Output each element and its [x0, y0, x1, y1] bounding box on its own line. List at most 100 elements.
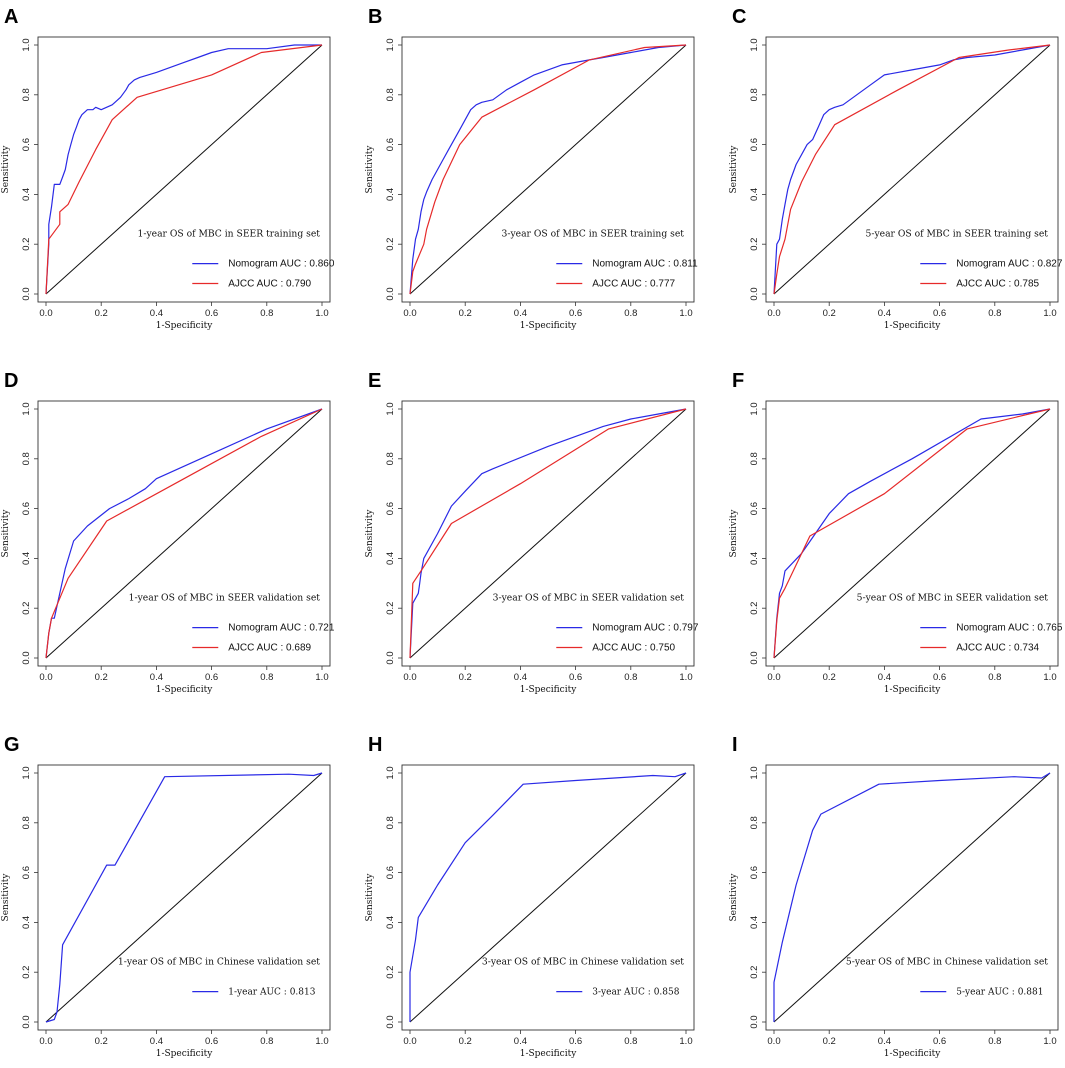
panel-d-series-line-0 [45, 408, 323, 659]
panel-a-xtick-label-0: 0.0 [39, 308, 52, 319]
panel-a-x-axis-title: 1-Specificity [156, 321, 213, 331]
panel-d-reference-diagonal [45, 408, 323, 659]
panel-a-reference-diagonal [45, 44, 323, 295]
panel-a: A 0.0 0.2 0.4 0.6 0.8 1.0 0.0 0.2 0.4 0.6 0.8 1.0 1-S… [1, 6, 335, 331]
panel-h-xtick-label-0: 0.0 [403, 1036, 416, 1047]
panel-c-plot-frame [765, 36, 1059, 303]
panel-d: D 0.0 0.2 0.4 0.6 0.8 1.0 0.0 0.2 0.4 0.6 0.8 1.0 1-S… [1, 370, 335, 695]
panel-e-xtick-label-2: 0.4 [514, 672, 527, 683]
panel-c-y-axis-title: Sensitivity [729, 145, 739, 194]
panel-f-y-axis-title: Sensitivity [729, 509, 739, 558]
panel-b: B 0.0 0.2 0.4 0.6 0.8 1.0 0.0 0.2 0.4 0.6 0.8 1.0 1-S… [365, 6, 698, 331]
panel-b-legend-label-0: Nomogram AUC : 0.811 [592, 259, 698, 270]
panel-c-legend-label-1: AJCC AUC : 0.785 [956, 279, 1039, 290]
panel-d-ytick-label-3: 0.6 [21, 502, 32, 515]
panel-g-ytick-label-4: 0.8 [21, 816, 32, 829]
panel-f-xtick-label-4: 0.8 [988, 672, 1001, 683]
panel-f-xtick-label-0: 0.0 [767, 672, 780, 683]
panel-b-ytick-label-1: 0.2 [385, 238, 396, 251]
panel-d-xtick-label-0: 0.0 [39, 672, 52, 683]
panel-e-reference-diagonal [409, 408, 687, 659]
panel-h-y-axis-title: Sensitivity [365, 873, 375, 922]
panel-f-reference-diagonal [773, 408, 1051, 659]
panel-g-y-axis-title: Sensitivity [1, 873, 11, 922]
panel-g-xtick-label-4: 0.8 [260, 1036, 273, 1047]
panel-b-legend-label-1: AJCC AUC : 0.777 [592, 279, 675, 290]
panel-b-xtick-label-1: 0.2 [459, 308, 472, 319]
panel-g-title: 1-year OS of MBC in Chinese validation s… [118, 957, 320, 968]
panel-i-xtick-label-4: 0.8 [988, 1036, 1001, 1047]
panel-i-x-axis-title: 1-Specificity [884, 1049, 941, 1059]
panel-e-plot-frame [401, 400, 695, 667]
panel-h-xtick-label-2: 0.4 [514, 1036, 527, 1047]
panel-i-letter: I [732, 734, 738, 756]
panel-i-plot-frame [765, 764, 1059, 1031]
panel-h-ytick-label-3: 0.6 [385, 866, 396, 879]
panel-f-series-line-0 [773, 408, 1051, 659]
panel-g-xtick-label-5: 1.0 [315, 1036, 328, 1047]
panel-d-xtick-label-2: 0.4 [150, 672, 163, 683]
panel-c-xtick-label-1: 0.2 [823, 308, 836, 319]
panel-g-ytick-label-3: 0.6 [21, 866, 32, 879]
panel-i-ytick-label-1: 0.2 [749, 966, 760, 979]
panel-c-ytick-label-2: 0.4 [749, 188, 760, 201]
panel-d-ytick-label-4: 0.8 [21, 452, 32, 465]
panel-d-xtick-label-4: 0.8 [260, 672, 273, 683]
panel-e-series-line-1 [409, 408, 687, 659]
panel-e-legend-label-0: Nomogram AUC : 0.797 [592, 623, 699, 634]
panel-c-title: 5-year OS of MBC in SEER training set [866, 229, 1049, 240]
panel-c-ytick-label-3: 0.6 [749, 138, 760, 151]
panel-g-xtick-label-0: 0.0 [39, 1036, 52, 1047]
panel-h-x-axis-title: 1-Specificity [520, 1049, 577, 1059]
panel-e-xtick-label-3: 0.6 [569, 672, 582, 683]
panel-a-xtick-label-2: 0.4 [150, 308, 163, 319]
panel-g-x-axis-title: 1-Specificity [156, 1049, 213, 1059]
panel-d-ytick-label-0: 0.0 [21, 651, 32, 664]
panel-b-ytick-label-2: 0.4 [385, 188, 396, 201]
panel-g-xtick-label-1: 0.2 [95, 1036, 108, 1047]
panel-c-ytick-label-1: 0.2 [749, 238, 760, 251]
panel-i: I 0.0 0.2 0.4 0.6 0.8 1.0 0.0 0.2 0.4 0.6 0.8 1.0 1-S… [729, 734, 1059, 1059]
panel-b-x-axis-title: 1-Specificity [520, 321, 577, 331]
panel-c-ytick-label-4: 0.8 [749, 88, 760, 101]
panel-d-ytick-label-5: 1.0 [21, 402, 32, 415]
panel-a-ytick-label-2: 0.4 [21, 188, 32, 201]
panel-a-xtick-label-4: 0.8 [260, 308, 273, 319]
panel-i-y-axis-title: Sensitivity [729, 873, 739, 922]
panel-f-ytick-label-2: 0.4 [749, 552, 760, 565]
panel-f-x-axis-title: 1-Specificity [884, 685, 941, 695]
panel-f: F 0.0 0.2 0.4 0.6 0.8 1.0 0.0 0.2 0.4 0.6 0.8 1.0 1-S… [729, 370, 1063, 695]
panel-c-letter: C [732, 6, 746, 28]
panel-i-ytick-label-2: 0.4 [749, 916, 760, 929]
panel-b-xtick-label-2: 0.4 [514, 308, 527, 319]
panel-i-ytick-label-5: 1.0 [749, 766, 760, 779]
panel-e-ytick-label-5: 1.0 [385, 402, 396, 415]
panel-b-ytick-label-5: 1.0 [385, 38, 396, 51]
panel-a-letter: A [4, 6, 18, 28]
panel-f-xtick-label-5: 1.0 [1043, 672, 1056, 683]
panel-d-ytick-label-2: 0.4 [21, 552, 32, 565]
panel-h-ytick-label-5: 1.0 [385, 766, 396, 779]
panel-d-ytick-label-1: 0.2 [21, 602, 32, 615]
panel-b-series-line-0 [409, 44, 687, 295]
panel-f-ytick-label-4: 0.8 [749, 452, 760, 465]
panel-f-xtick-label-3: 0.6 [933, 672, 946, 683]
panel-e-y-axis-title: Sensitivity [365, 509, 375, 558]
panel-d-legend-label-0: Nomogram AUC : 0.721 [228, 623, 335, 634]
panel-d-legend-label-1: AJCC AUC : 0.689 [228, 643, 311, 654]
panel-c-series-line-1 [773, 44, 1051, 295]
panel-c-x-axis-title: 1-Specificity [884, 321, 941, 331]
panel-b-xtick-label-0: 0.0 [403, 308, 416, 319]
panel-a-legend-label-1: AJCC AUC : 0.790 [228, 279, 311, 290]
panel-e-xtick-label-4: 0.8 [624, 672, 637, 683]
panel-c-series-line-0 [773, 44, 1051, 295]
panel-h-ytick-label-2: 0.4 [385, 916, 396, 929]
panel-a-legend-label-0: Nomogram AUC : 0.860 [228, 259, 335, 270]
panel-i-ytick-label-0: 0.0 [749, 1015, 760, 1028]
panel-h-ytick-label-4: 0.8 [385, 816, 396, 829]
panel-b-series-line-1 [409, 44, 687, 295]
panel-c-xtick-label-4: 0.8 [988, 308, 1001, 319]
panel-a-ytick-label-0: 0.0 [21, 287, 32, 300]
panel-g-legend-label-0: 1-year AUC : 0.813 [228, 988, 315, 998]
